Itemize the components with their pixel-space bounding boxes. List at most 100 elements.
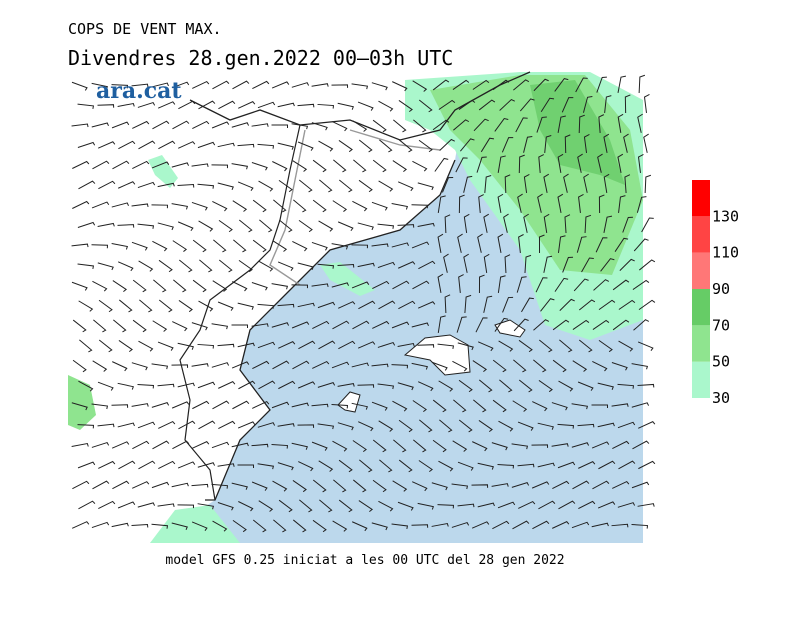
wind-barb (257, 422, 276, 428)
wind-barb (97, 262, 114, 271)
wind-barb (72, 200, 90, 209)
wind-barb (458, 194, 465, 214)
wind-barb (113, 319, 127, 333)
wind-barb (592, 319, 610, 330)
wind-barb (413, 119, 427, 133)
wind-barb (311, 241, 328, 251)
wind-barb (532, 520, 550, 530)
wind-barb (559, 339, 573, 353)
wind-barb (378, 180, 394, 192)
wind-barb (476, 156, 487, 173)
wind-barb (576, 236, 587, 253)
wind-barb (93, 319, 107, 333)
wind-barb (91, 82, 108, 90)
wind-barb (277, 261, 294, 271)
wind-barb (318, 460, 334, 472)
wind-barb (132, 319, 147, 333)
wind-barb (311, 283, 329, 287)
wind-barb (561, 97, 574, 113)
colorbar-box (692, 252, 710, 289)
wind-barb (456, 316, 467, 333)
wind-barb (372, 439, 387, 453)
wind-barb (118, 460, 136, 470)
wind-barb (97, 104, 115, 108)
wind-barb (391, 523, 409, 530)
wind-barb (442, 176, 454, 193)
wind-barb (157, 222, 174, 231)
wind-barb (577, 153, 583, 173)
wind-barb (397, 224, 415, 228)
colorbar-label: 50 (712, 353, 730, 371)
wind-barb (319, 179, 333, 193)
wind-barb (232, 281, 248, 292)
wind-barb (471, 521, 490, 529)
wind-barb (238, 101, 256, 109)
wind-barb (521, 297, 534, 313)
wind-barb (504, 174, 511, 194)
wind-barb (557, 153, 564, 173)
wind-barb (298, 179, 313, 193)
wind-barb (392, 81, 408, 92)
wind-barb (217, 343, 235, 348)
wind-barb (378, 420, 394, 432)
wind-barb (317, 301, 336, 309)
wind-barb (492, 399, 507, 413)
wind-barb (412, 280, 430, 290)
wind-barb (455, 157, 468, 173)
wind-barb (638, 421, 656, 429)
wind-barb (564, 134, 571, 154)
wind-barb (557, 235, 566, 253)
coastline (205, 159, 456, 501)
wind-barb (631, 523, 649, 529)
wind-barb (231, 442, 249, 448)
colorbar-label: 110 (712, 244, 739, 262)
wind-barb (544, 135, 552, 154)
wind-barb (458, 99, 476, 111)
wind-barb (393, 439, 407, 453)
wind-barb (118, 299, 133, 313)
wind-barb (292, 360, 310, 370)
wind-barb (251, 323, 269, 327)
wind-barb (551, 443, 569, 447)
wind-barb (312, 320, 330, 330)
wind-barb (91, 521, 110, 529)
wind-barb (198, 300, 214, 312)
wind-barb (538, 500, 556, 510)
wind-barb (299, 499, 313, 513)
wind-barb (258, 380, 276, 390)
wind-barb (251, 443, 269, 448)
wind-barb (604, 95, 612, 114)
wind-barb (137, 384, 155, 389)
wind-barb (251, 162, 268, 171)
wind-barb (331, 404, 349, 409)
wind-barb (258, 500, 274, 512)
wind-barb (372, 159, 387, 173)
wind-barb (531, 444, 549, 448)
colorbar-box (692, 216, 710, 253)
wind-barb (598, 114, 605, 134)
wind-barb (257, 303, 275, 309)
wind-barb (237, 342, 255, 348)
border (189, 71, 531, 141)
wind-barb (338, 459, 353, 473)
wind-barb (191, 322, 208, 331)
wind-barb (478, 420, 493, 433)
wind-barb (237, 181, 254, 191)
gust-area-70 (530, 80, 625, 185)
wind-barb (417, 222, 435, 228)
wind-barb (518, 339, 533, 353)
wind-barb (477, 462, 494, 470)
wind-barb (357, 341, 376, 349)
wind-barb (582, 96, 593, 113)
wind-barb (111, 522, 129, 528)
wind-barb (98, 500, 116, 509)
wind-barb (231, 163, 249, 170)
wind-barb (132, 481, 150, 489)
wind-barb (393, 119, 407, 133)
wind-barb (332, 320, 350, 330)
wind-barb (158, 420, 176, 429)
wind-barb (112, 280, 128, 292)
wind-barb (598, 299, 616, 311)
wind-barb (171, 522, 188, 531)
wind-barb (232, 519, 247, 533)
